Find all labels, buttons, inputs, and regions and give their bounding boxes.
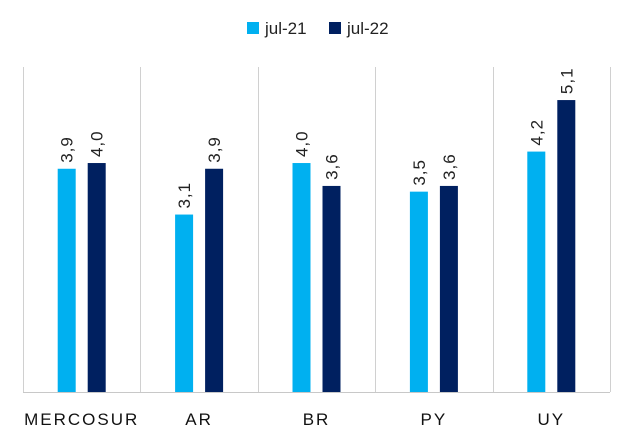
data-label-jul-22-br: 3,6 [323,153,342,180]
bar-jul-22-ar [205,168,224,392]
bar-jul-21-ar [175,214,194,392]
legend-swatch-jul-22 [329,22,341,34]
bar-jul-22-mercosur [87,163,106,392]
data-label-jul-22-ar: 3,9 [205,136,224,163]
bars [57,100,576,392]
bar-jul-22-br [322,185,341,392]
data-label-jul-21-mercosur: 3,9 [58,136,77,163]
bar-jul-22-py [439,185,458,392]
bar-jul-21-uy [527,151,546,392]
bar-jul-21-mercosur [57,168,76,392]
data-label-jul-21-py: 3,5 [410,159,429,186]
data-label-jul-21-br: 4,0 [293,130,312,157]
data-label-jul-21-uy: 4,2 [527,119,546,146]
category-label-mercosur: MERCOSUR [24,410,139,429]
category-labels: MERCOSUR AR BR PY UY [24,410,565,429]
data-label-jul-21-ar: 3,1 [175,182,194,209]
data-label-jul-22-uy: 5,1 [557,67,576,94]
legend-label-jul-21: jul-21 [264,19,307,38]
category-label-uy: UY [537,410,565,429]
data-labels: 3,9 4,0 3,1 3,9 4,0 3,6 3,5 3,6 4,2 5,1 [58,67,577,208]
legend-swatch-jul-21 [247,22,259,34]
data-label-jul-22-py: 3,6 [440,153,459,180]
category-separators [23,67,611,392]
category-label-ar: AR [185,410,213,429]
legend-label-jul-22: jul-22 [346,19,389,38]
bar-jul-21-br [292,163,311,392]
bar-jul-21-py [409,191,428,392]
legend: jul-21 jul-22 [247,19,389,38]
category-label-br: BR [303,410,331,429]
data-label-jul-22-mercosur: 4,0 [88,130,107,157]
bar-jul-22-uy [557,100,576,392]
category-label-py: PY [421,410,448,429]
